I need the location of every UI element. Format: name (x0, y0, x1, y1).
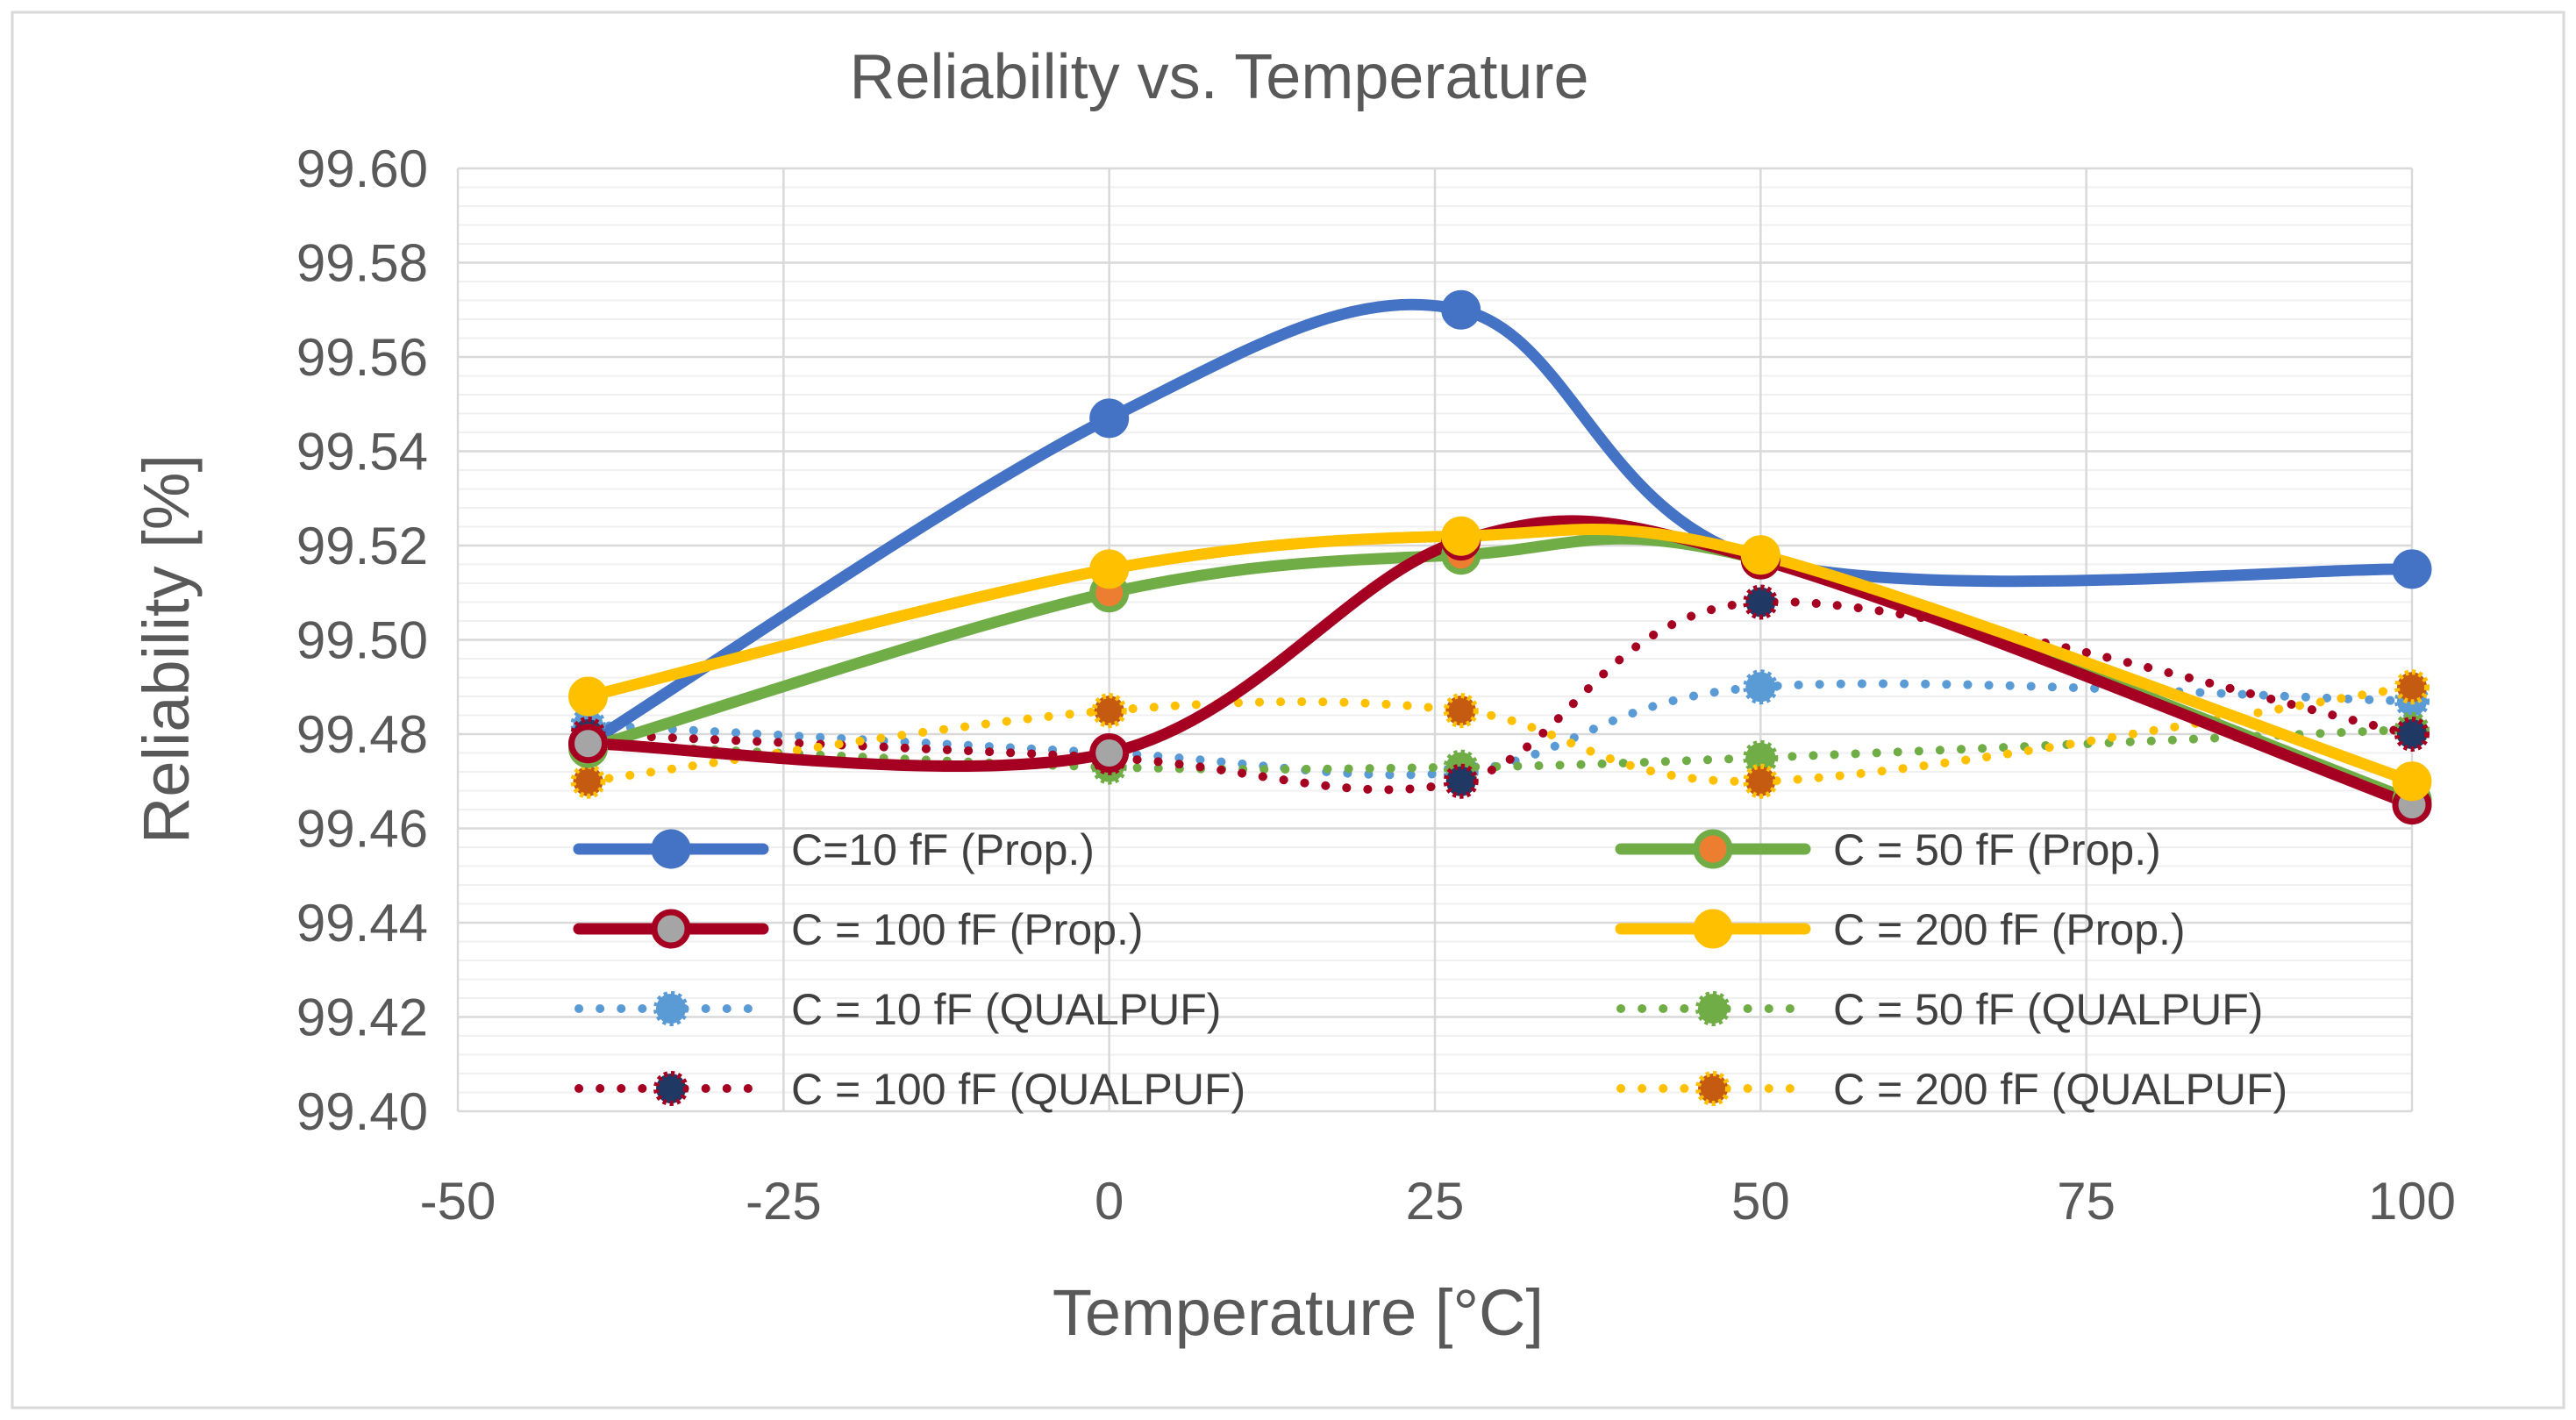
data-point (1740, 535, 1780, 575)
data-point (2394, 669, 2430, 705)
y-tick-label: 99.50 (296, 611, 428, 670)
markers-group (568, 289, 2432, 825)
data-point (1089, 733, 1130, 773)
x-axis-title: Temperature [°C] (1053, 1276, 1544, 1349)
x-tick-label: 0 (1095, 1172, 1124, 1231)
y-tick-label: 99.60 (296, 139, 428, 198)
data-point (1091, 693, 1127, 729)
legend-marker (653, 991, 689, 1026)
x-tick-label: 100 (2368, 1172, 2456, 1231)
y-tick-label: 99.40 (296, 1082, 428, 1141)
legend-marker (651, 909, 691, 949)
y-tick-label: 99.56 (296, 328, 428, 387)
x-tick-label: 25 (1406, 1172, 1465, 1231)
y-axis-title: Reliability [%] (130, 454, 203, 844)
legend-item-c-100-ff-prop: C = 100 fF (Prop.) (573, 905, 1144, 954)
x-tick-label: -25 (746, 1172, 822, 1231)
data-point (1441, 289, 1481, 330)
y-tick-label: 99.44 (296, 894, 428, 953)
legend-item-c-50-ff-qualpuf: C = 50 fF (QUALPUF) (1616, 985, 2263, 1034)
data-point (2394, 717, 2430, 752)
y-tick-label: 99.46 (296, 800, 428, 859)
data-point (568, 724, 609, 764)
legend-marker (651, 829, 691, 869)
y-tick-label: 99.48 (296, 705, 428, 764)
legend-label: C = 50 fF (QUALPUF) (1833, 985, 2263, 1034)
legend-item-c-10-ff-prop: C=10 fF (Prop.) (573, 825, 1095, 874)
legend-marker (1693, 909, 1733, 949)
data-point (1743, 763, 1779, 799)
series-line-c-200-ff-qualpuf (583, 682, 2416, 786)
series-line-c-50-ff-qualpuf (583, 724, 2416, 774)
legend: C=10 fF (Prop.) C = 50 fF (Prop.) C = 100 … (573, 825, 2287, 1114)
data-point (1743, 584, 1779, 620)
legend-label: C = 100 fF (Prop.) (791, 905, 1144, 954)
legend-label: C = 100 fF (QUALPUF) (791, 1065, 1245, 1114)
data-point (1089, 398, 1130, 439)
legend-item-c-50-ff-prop: C = 50 fF (Prop.) (1615, 825, 2161, 874)
legend-label: C = 200 fF (QUALPUF) (1833, 1065, 2287, 1114)
legend-item-c-100-ff-qualpuf: C = 100 fF (QUALPUF) (574, 1065, 1245, 1114)
legend-item-c-200-ff-prop: C = 200 fF (Prop.) (1615, 905, 2186, 954)
legend-marker (1693, 829, 1733, 869)
x-tick-label: 75 (2057, 1172, 2116, 1231)
data-point (1443, 763, 1479, 799)
data-point (568, 676, 609, 717)
legend-label: C = 50 fF (Prop.) (1833, 825, 2161, 874)
legend-marker (1695, 1071, 1730, 1106)
legend-marker (1695, 991, 1730, 1026)
chart-title: Reliability vs. Temperature (849, 42, 1588, 112)
legend-label: C=10 fF (Prop.) (791, 825, 1095, 874)
grid (456, 167, 2414, 1113)
y-tick-label: 99.42 (296, 988, 428, 1047)
legend-item-c-200-ff-qualpuf: C = 200 fF (QUALPUF) (1616, 1065, 2287, 1114)
legend-item-c-10-ff-qualpuf: C = 10 fF (QUALPUF) (574, 985, 1221, 1034)
x-tick-label: 50 (1731, 1172, 1790, 1231)
y-tick-label: 99.58 (296, 234, 428, 293)
y-tick-label: 99.54 (296, 423, 428, 482)
data-point (2392, 761, 2432, 802)
data-point (2392, 549, 2432, 589)
data-point (1443, 693, 1479, 729)
data-point (1089, 549, 1130, 589)
chart-border (11, 11, 2565, 1409)
data-point (1441, 516, 1481, 556)
tick-labels: 99.40 99.42 99.44 99.46 99.48 99.50 99.52 99.54… (296, 139, 2456, 1231)
data-point (570, 763, 606, 799)
x-tick-label: -50 (420, 1172, 496, 1231)
legend-label: C = 200 fF (Prop.) (1833, 905, 2186, 954)
y-tick-label: 99.52 (296, 517, 428, 575)
data-point (1743, 669, 1779, 705)
legend-label: C = 10 fF (QUALPUF) (791, 985, 1221, 1034)
legend-marker (653, 1071, 689, 1106)
series-line-c-10-ff-qualpuf (583, 679, 2416, 780)
